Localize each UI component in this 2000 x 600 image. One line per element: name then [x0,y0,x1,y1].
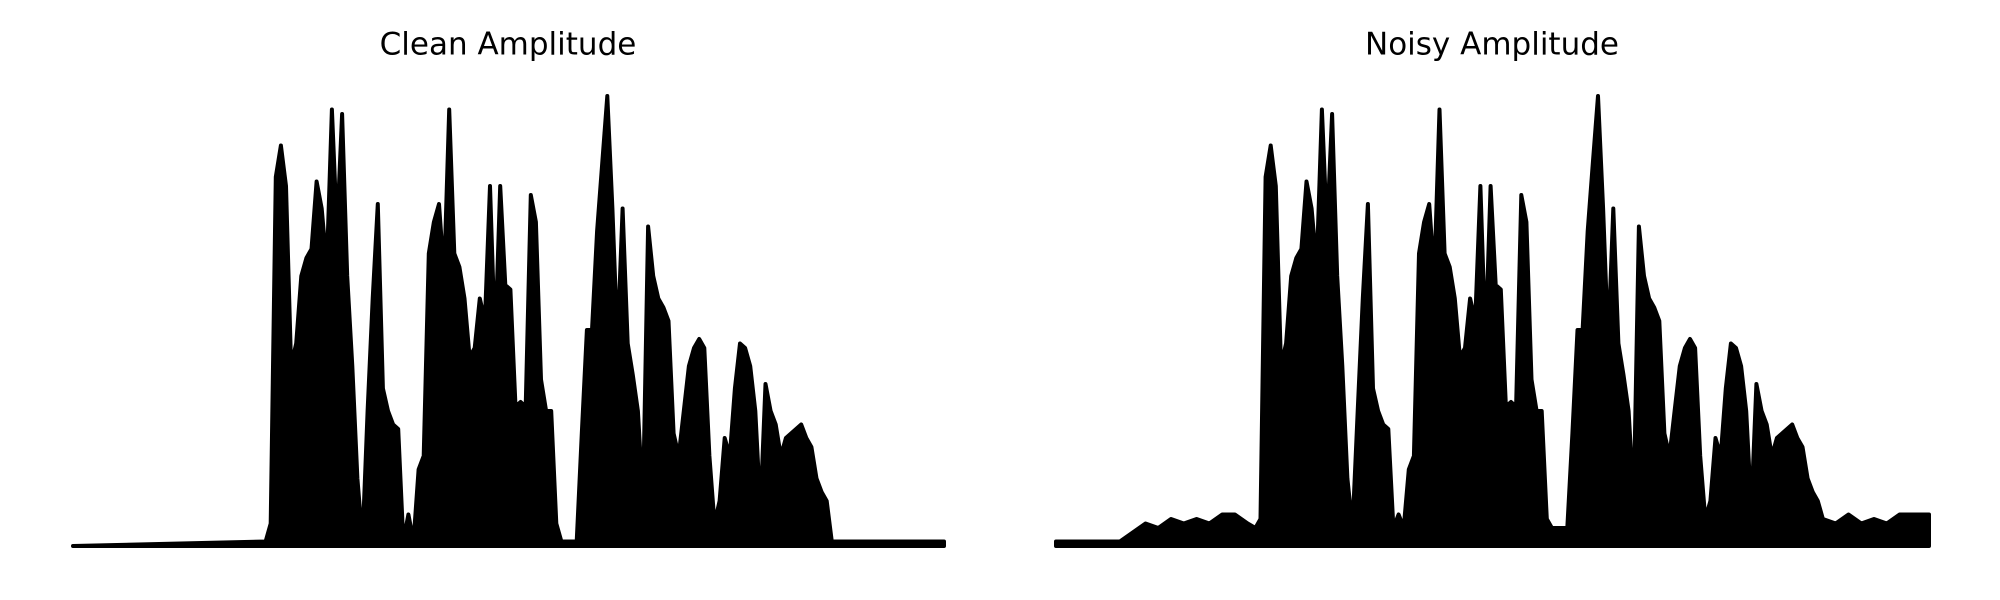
chart-title: Noisy Amplitude [1365,27,1619,63]
chart-title: Clean Amplitude [380,27,637,63]
amplitude-area [1054,94,1931,548]
amplitude-area [71,94,946,548]
